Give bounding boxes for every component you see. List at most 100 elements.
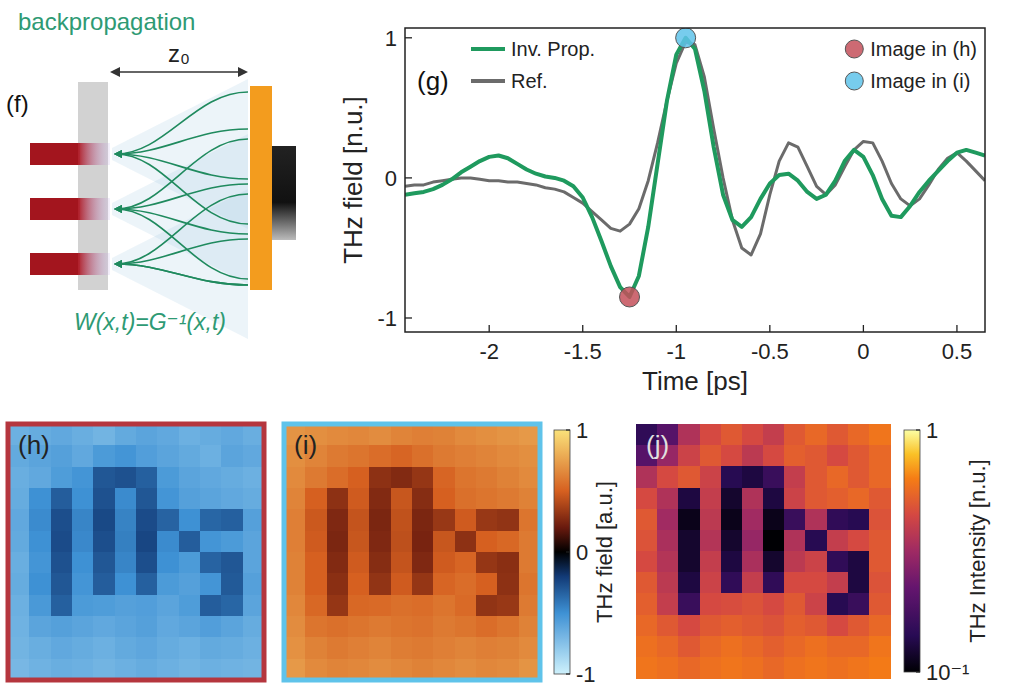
heatmap-cell: [721, 551, 743, 573]
heatmap-cell: [29, 488, 51, 510]
heatmap-cell: [700, 615, 722, 637]
y-tick: [405, 37, 412, 38]
heatmap-cell: [136, 424, 158, 446]
heatmap-cell: [115, 616, 137, 638]
heatmap-cell: [869, 615, 891, 637]
heatmap-cell: [784, 636, 806, 658]
heatmap-cell: [136, 616, 158, 638]
heatmap-cell: [721, 445, 743, 467]
heatmap-cell: [848, 509, 870, 531]
heatmap-cell: [243, 659, 265, 681]
heatmap-cell: [784, 572, 806, 594]
heatmap-cell: [657, 466, 679, 488]
heatmap-cell: [657, 657, 679, 679]
heatmap-cell: [497, 616, 519, 638]
heatmap: (h): [8, 424, 265, 681]
heatmap-cell: [742, 636, 764, 658]
legend-swatch: [845, 72, 863, 90]
ray: [116, 129, 248, 154]
heatmap-cell: [869, 636, 891, 658]
heatmap-cell: [433, 445, 455, 467]
heatmap-cell: [678, 466, 700, 488]
heatmap-cell: [412, 488, 434, 510]
heatmap-cell: [763, 657, 785, 679]
heatmap-cell: [200, 445, 222, 467]
y-tick: [405, 177, 412, 178]
colorbar-tick-label: 1: [576, 418, 588, 443]
heatmap-cell: [157, 659, 179, 681]
heatmap-cell: [700, 424, 722, 446]
heatmap-cell: [221, 637, 243, 659]
heatmap-cell: [721, 572, 743, 594]
heatmap-cell: [284, 637, 306, 659]
heatmap-cell: [179, 531, 201, 553]
heatmap-cell: [8, 488, 30, 510]
heatmap-cell: [93, 509, 115, 531]
heatmap-cell: [497, 424, 519, 446]
heatmap-cell: [678, 551, 700, 573]
heatmap-cell: [827, 509, 849, 531]
heatmap-cell: [157, 445, 179, 467]
colorbar-tick: [566, 673, 570, 674]
x-tick-label: -1: [667, 339, 687, 364]
heatmap-cell: [636, 509, 658, 531]
heatmap-cell: [742, 530, 764, 552]
heatmap-cell: [115, 531, 137, 553]
heatmap-cell: [243, 616, 265, 638]
heatmap-cell: [72, 595, 94, 617]
heatmap-cell: [869, 593, 891, 615]
heatmap-cell: [72, 659, 94, 681]
heatmap-cell: [497, 488, 519, 510]
heatmap-cell: [721, 530, 743, 552]
heatmap-cell: [157, 595, 179, 617]
heatmap-cell: [497, 595, 519, 617]
heatmap-cell: [243, 509, 265, 531]
heatmap-cell: [93, 445, 115, 467]
heatmap-cell: [8, 595, 30, 617]
heatmap-cell: [763, 424, 785, 446]
heatmap-cell: [72, 573, 94, 595]
heatmap-cell: [93, 552, 115, 574]
heatmap-cell: [827, 530, 849, 552]
colorbar-tick-label: 1: [926, 418, 938, 443]
y-tick-label: -1: [377, 306, 397, 331]
heatmap-cell: [369, 595, 391, 617]
image-marker: [676, 28, 696, 48]
colorbar-tick: [566, 429, 570, 430]
heatmap-cells: [8, 424, 265, 681]
heatmap-cell: [243, 573, 265, 595]
heatmap-cell: [497, 467, 519, 489]
detector-plate: [250, 86, 272, 290]
heatmap-cell: [412, 424, 434, 446]
heatmap-cell: [51, 424, 73, 446]
heatmap-cell: [476, 509, 498, 531]
heatmap-cell: [455, 659, 477, 681]
heatmap-cell: [348, 424, 370, 446]
heatmap-cell: [72, 509, 94, 531]
heatmap-cell: [721, 509, 743, 531]
heatmap-cell: [369, 445, 391, 467]
y-tick-label: 0: [385, 166, 397, 191]
heatmap-cell: [827, 466, 849, 488]
heatmap-cell: [742, 572, 764, 594]
heatmap-cell: [869, 530, 891, 552]
heatmap-cell: [115, 424, 137, 446]
heatmap-cell: [51, 488, 73, 510]
heatmap-cell: [29, 659, 51, 681]
heatmap-cell: [657, 530, 679, 552]
heatmap-cell: [519, 424, 541, 446]
heatmap-cell: [848, 593, 870, 615]
heatmap-cell: [805, 466, 827, 488]
heatmap-cell: [497, 531, 519, 553]
heatmap-cell: [827, 488, 849, 510]
x-tick-label: -0.5: [751, 339, 789, 364]
heatmap-cell: [636, 551, 658, 573]
heatmap-cell: [476, 531, 498, 553]
heatmap-cell: [284, 659, 306, 681]
heatmap-cell: [221, 531, 243, 553]
heatmap-cell: [721, 424, 743, 446]
heatmap-cell: [8, 467, 30, 489]
heatmap-cell: [93, 659, 115, 681]
legend-label: Image in (i): [870, 70, 970, 92]
heatmap-cell: [157, 637, 179, 659]
